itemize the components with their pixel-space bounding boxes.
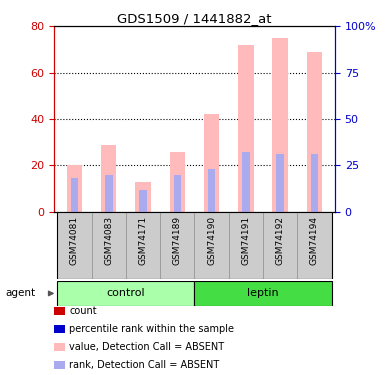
Text: GSM74192: GSM74192 [276,216,285,265]
Bar [204,114,219,212]
Bar [67,165,82,212]
FancyBboxPatch shape [229,212,263,279]
Text: GSM74083: GSM74083 [104,216,113,265]
Bar [273,38,288,212]
FancyBboxPatch shape [194,212,229,279]
Text: GSM74190: GSM74190 [207,216,216,265]
Bar [139,190,147,212]
Text: leptin: leptin [247,288,279,298]
Bar [307,52,322,212]
Text: GSM74081: GSM74081 [70,216,79,265]
Text: value, Detection Call = ABSENT: value, Detection Call = ABSENT [69,342,224,352]
Bar [311,154,318,212]
Bar [242,153,249,212]
Bar [208,169,215,212]
Text: GSM74194: GSM74194 [310,216,319,265]
FancyBboxPatch shape [126,212,160,279]
Bar [71,178,78,212]
FancyBboxPatch shape [57,281,194,306]
Bar [174,175,181,212]
Title: GDS1509 / 1441882_at: GDS1509 / 1441882_at [117,12,272,25]
Text: GSM74171: GSM74171 [139,216,147,265]
Text: count: count [69,306,97,316]
FancyBboxPatch shape [92,212,126,279]
Text: rank, Detection Call = ABSENT: rank, Detection Call = ABSENT [69,360,219,370]
Text: agent: agent [6,288,36,298]
Bar [105,175,112,212]
Bar [101,145,116,212]
Text: control: control [107,288,145,298]
FancyBboxPatch shape [160,212,194,279]
FancyBboxPatch shape [297,212,331,279]
FancyBboxPatch shape [57,212,92,279]
FancyBboxPatch shape [263,212,297,279]
Bar [135,182,151,212]
Bar [276,154,284,212]
FancyBboxPatch shape [194,281,331,306]
Text: GSM74189: GSM74189 [173,216,182,265]
Bar [169,152,185,212]
Bar [238,45,254,212]
Text: percentile rank within the sample: percentile rank within the sample [69,324,234,334]
Text: GSM74191: GSM74191 [241,216,250,265]
